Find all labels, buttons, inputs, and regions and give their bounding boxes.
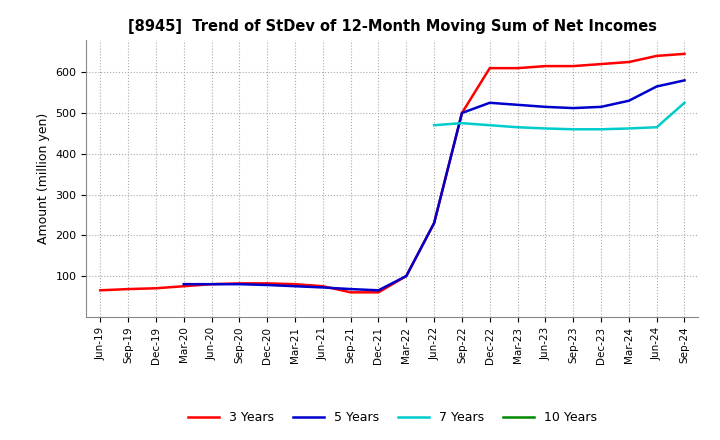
Line: 3 Years: 3 Years — [100, 54, 685, 292]
5 Years — [458, 110, 467, 116]
3 Years — [430, 220, 438, 226]
3 Years — [291, 282, 300, 287]
5 Years — [680, 78, 689, 83]
Line: 5 Years: 5 Years — [184, 81, 685, 290]
5 Years — [318, 285, 327, 290]
5 Years — [513, 102, 522, 107]
5 Years — [179, 282, 188, 287]
5 Years — [207, 282, 216, 287]
3 Years — [652, 53, 661, 59]
7 Years — [513, 125, 522, 130]
3 Years — [207, 282, 216, 287]
3 Years — [152, 286, 161, 291]
7 Years — [680, 100, 689, 106]
3 Years — [402, 273, 410, 279]
7 Years — [485, 123, 494, 128]
3 Years — [179, 284, 188, 289]
3 Years — [624, 59, 633, 65]
3 Years — [235, 281, 243, 286]
5 Years — [402, 273, 410, 279]
5 Years — [569, 106, 577, 111]
3 Years — [124, 286, 132, 292]
3 Years — [485, 66, 494, 71]
7 Years — [597, 127, 606, 132]
3 Years — [346, 290, 355, 295]
5 Years — [346, 286, 355, 292]
3 Years — [263, 281, 271, 286]
5 Years — [624, 98, 633, 103]
7 Years — [430, 123, 438, 128]
5 Years — [541, 104, 550, 110]
7 Years — [652, 125, 661, 130]
5 Years — [652, 84, 661, 89]
7 Years — [624, 126, 633, 131]
3 Years — [318, 284, 327, 289]
Line: 7 Years: 7 Years — [434, 103, 685, 129]
3 Years — [569, 63, 577, 69]
5 Years — [291, 284, 300, 289]
3 Years — [96, 288, 104, 293]
5 Years — [374, 288, 383, 293]
5 Years — [597, 104, 606, 110]
5 Years — [485, 100, 494, 106]
7 Years — [541, 126, 550, 131]
5 Years — [263, 282, 271, 288]
3 Years — [680, 51, 689, 56]
3 Years — [541, 63, 550, 69]
3 Years — [458, 110, 467, 116]
7 Years — [569, 127, 577, 132]
5 Years — [235, 282, 243, 287]
3 Years — [597, 62, 606, 67]
Title: [8945]  Trend of StDev of 12-Month Moving Sum of Net Incomes: [8945] Trend of StDev of 12-Month Moving… — [128, 19, 657, 34]
5 Years — [430, 220, 438, 226]
3 Years — [374, 290, 383, 295]
3 Years — [513, 66, 522, 71]
7 Years — [458, 121, 467, 126]
Legend: 3 Years, 5 Years, 7 Years, 10 Years: 3 Years, 5 Years, 7 Years, 10 Years — [183, 406, 602, 429]
Y-axis label: Amount (million yen): Amount (million yen) — [37, 113, 50, 244]
